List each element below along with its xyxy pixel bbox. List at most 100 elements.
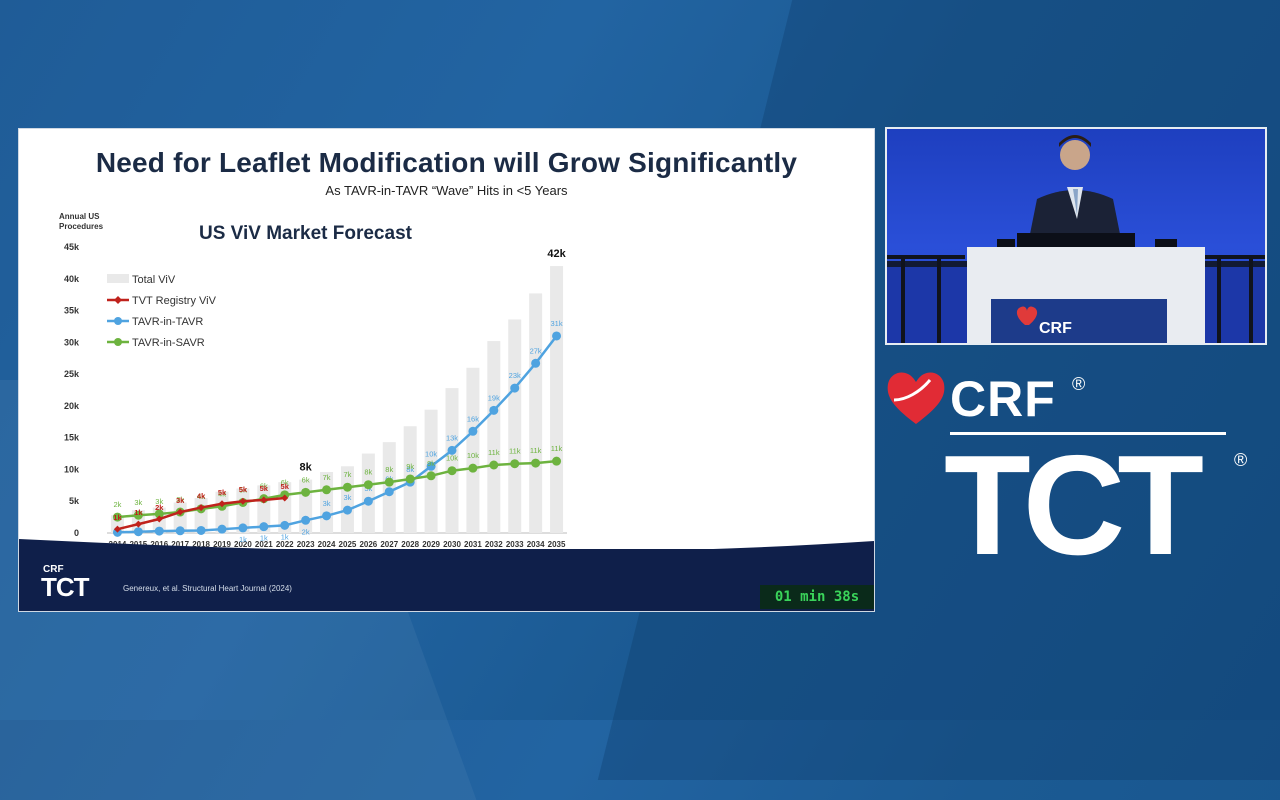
legend-swatch xyxy=(107,274,129,283)
tavr-in-tavr-point xyxy=(322,511,332,521)
tavr-in-savr-point xyxy=(405,474,415,484)
tavr-in-tavr-point xyxy=(468,426,478,436)
brand-crf-text: CRF xyxy=(950,371,1056,427)
tavr-in-tavr-point xyxy=(133,527,143,537)
bar-total-viv xyxy=(299,479,313,533)
tavr-in-savr-point xyxy=(447,466,457,476)
bar-total-viv xyxy=(487,341,501,533)
slide-title: Need for Leaflet Modification will Grow … xyxy=(95,147,798,178)
x-tick-label: 2027 xyxy=(380,540,398,549)
tavr-in-tavr-data-label: 10k xyxy=(425,449,437,458)
tavr-in-tavr-point xyxy=(447,445,457,455)
tvt-registry-point xyxy=(218,500,226,508)
tavr-in-savr-point xyxy=(133,510,143,520)
tavr-in-tavr-point xyxy=(259,522,269,532)
tavr-in-savr-data-label: 11k xyxy=(530,446,542,455)
x-tick-label: 2016 xyxy=(150,540,168,549)
tavr-in-tavr-point xyxy=(301,515,311,525)
tavr-in-savr-point xyxy=(468,463,478,473)
x-tick-label: 2031 xyxy=(464,540,482,549)
tavr-in-savr-data-label: 10k xyxy=(467,451,479,460)
bar-total-viv xyxy=(361,453,375,533)
x-tick-label: 2030 xyxy=(443,540,461,549)
tavr-in-tavr-point xyxy=(217,524,227,534)
tavr-in-savr-data-label: 3k xyxy=(176,495,184,504)
y-axis-label-line2: Procedures xyxy=(59,222,104,231)
tvt-registry-data-label: 1k xyxy=(134,508,143,517)
crf-tct-logo: CRF ® TCT ® xyxy=(886,370,1256,590)
tavr-in-savr-point xyxy=(112,512,122,522)
tvt-registry-point xyxy=(155,515,163,523)
tavr-in-savr-point xyxy=(489,460,499,470)
tavr-in-savr-point xyxy=(426,471,436,481)
tvt-registry-point xyxy=(281,494,289,502)
x-tick-label: 2034 xyxy=(527,540,545,549)
tavr-in-savr-point xyxy=(510,459,520,469)
tavr-in-tavr-line xyxy=(117,335,558,534)
legend-label: Total ViV xyxy=(132,274,176,286)
legend-label: TAVR-in-TAVR xyxy=(132,316,203,328)
tavr-in-savr-data-label: 6k xyxy=(281,478,289,487)
tavr-in-tavr-data-label: 19k xyxy=(488,393,500,402)
tavr-in-savr-data-label: 5k xyxy=(239,485,247,494)
legend-swatch-marker xyxy=(114,338,122,346)
tavr-in-tavr-data-label: 8k xyxy=(406,465,414,474)
tavr-in-savr-data-label: 7k xyxy=(323,473,331,482)
tavr-in-tavr-point xyxy=(489,405,499,415)
tavr-in-savr-point xyxy=(342,482,352,492)
x-tick-label: 2023 xyxy=(297,540,315,549)
tvt-registry-data-label: 3k xyxy=(176,496,185,505)
footer-logo-tct: TCT xyxy=(41,572,90,602)
tavr-in-savr-data-label: 6k xyxy=(302,475,310,484)
x-tick-label: 2021 xyxy=(255,540,273,549)
bar-total-viv xyxy=(340,466,354,533)
x-tick-label: 2026 xyxy=(359,540,377,549)
x-tick-label: 2025 xyxy=(339,540,357,549)
tavr-in-savr-data-label: 7k xyxy=(343,470,351,479)
brand-registered-mark: ® xyxy=(1072,374,1086,394)
speaker-video: CRF xyxy=(885,127,1267,345)
x-tick-label: 2019 xyxy=(213,540,231,549)
legend-swatch-marker xyxy=(114,296,122,304)
tavr-in-savr-data-label: 4k xyxy=(197,492,205,501)
y-tick-label: 30k xyxy=(64,337,80,347)
tvt-registry-point xyxy=(134,520,142,528)
tavr-in-savr-point xyxy=(384,477,394,487)
y-tick-label: 45k xyxy=(64,242,80,252)
tavr-in-tavr-data-label: 23k xyxy=(509,371,521,380)
y-tick-label: 10k xyxy=(64,464,80,474)
tvt-registry-point xyxy=(113,525,121,533)
bar-total-viv xyxy=(466,367,480,533)
tvt-registry-data-label: 1k xyxy=(113,513,122,522)
tvt-registry-point xyxy=(239,497,247,505)
tavr-in-tavr-data-label: 1k xyxy=(239,535,247,544)
tavr-in-savr-point xyxy=(363,480,373,490)
bar-total-viv xyxy=(508,319,522,533)
x-tick-label: 2024 xyxy=(318,540,336,549)
x-tick-label: 2017 xyxy=(171,540,189,549)
tavr-in-savr-point xyxy=(154,509,164,519)
footer-logo-crf: CRF xyxy=(43,564,64,575)
callout-label: 42k xyxy=(547,248,566,260)
tavr-in-tavr-point xyxy=(552,331,562,341)
tvt-registry-point xyxy=(176,508,184,516)
tavr-in-tavr-point xyxy=(531,358,541,368)
x-tick-label: 2033 xyxy=(506,540,524,549)
tavr-in-savr-point xyxy=(322,485,332,495)
slide-subtitle: As TAVR-in-TAVR “Wave” Hits in <5 Years xyxy=(325,183,568,198)
y-tick-label: 35k xyxy=(64,306,80,316)
tavr-in-tavr-data-label: 31k xyxy=(550,319,562,328)
tavr-in-tavr-data-label: 1k xyxy=(281,532,289,541)
x-tick-label: 2022 xyxy=(276,540,294,549)
x-tick-label: 2029 xyxy=(422,540,440,549)
podium-logo-text: CRF xyxy=(1039,320,1072,337)
y-tick-label: 5k xyxy=(69,496,80,506)
tavr-in-tavr-point xyxy=(384,487,394,497)
tvt-registry-point xyxy=(197,504,205,512)
bar-total-viv xyxy=(529,293,543,533)
tavr-in-savr-data-label: 3k xyxy=(155,497,163,506)
tavr-in-savr-data-label: 10k xyxy=(446,454,458,463)
tavr-in-tavr-data-label: 13k xyxy=(446,433,458,442)
tavr-in-tavr-data-label: 1k xyxy=(260,534,268,543)
tavr-in-tavr-data-label: 2k xyxy=(302,527,310,536)
